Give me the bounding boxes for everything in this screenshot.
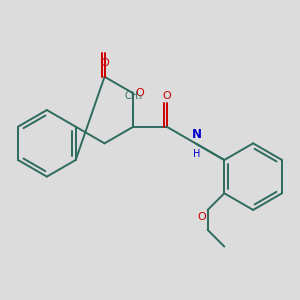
Text: N: N bbox=[192, 128, 202, 141]
Text: O: O bbox=[135, 88, 144, 98]
Text: CH₃: CH₃ bbox=[124, 91, 142, 101]
Text: O: O bbox=[197, 212, 206, 222]
Text: O: O bbox=[100, 58, 109, 68]
Text: O: O bbox=[162, 91, 171, 101]
Text: H: H bbox=[194, 149, 201, 159]
